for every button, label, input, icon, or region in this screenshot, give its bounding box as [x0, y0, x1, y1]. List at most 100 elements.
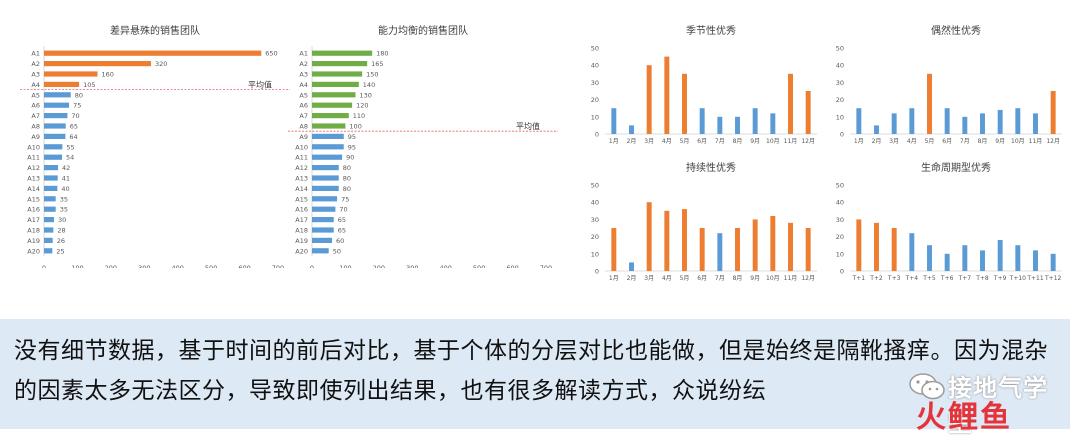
- watermark-wechat-text: 接地气学堂: [948, 374, 1048, 437]
- data-label: 130: [359, 91, 371, 99]
- chart-title: 差异悬殊的销售团队: [110, 24, 200, 37]
- data-label: 75: [341, 195, 349, 203]
- data-label: 160: [101, 71, 113, 79]
- x-tick-label: T+2: [869, 275, 883, 282]
- bar: [735, 116, 740, 134]
- data-label: 25: [56, 247, 64, 255]
- bar: [962, 245, 968, 271]
- bar: [611, 108, 617, 134]
- bar: [682, 73, 687, 134]
- x-tick-label: 10月: [766, 138, 780, 145]
- x-tick-label: 0: [310, 264, 314, 268]
- x-tick-label: 700: [540, 264, 552, 268]
- data-label: 90: [346, 154, 354, 162]
- x-tick-label: T+10: [1009, 275, 1027, 282]
- data-label: 75: [73, 102, 81, 110]
- x-tick-label: 2月: [872, 138, 882, 145]
- bar: [1015, 108, 1021, 134]
- bar: [312, 165, 339, 171]
- bar: [944, 253, 950, 271]
- x-tick-label: T+4: [905, 275, 919, 282]
- wechat-icon: [909, 373, 945, 400]
- bar: [312, 71, 363, 77]
- bar: [997, 240, 1003, 271]
- x-tick-label: 500: [205, 264, 217, 268]
- category-label: A3: [299, 71, 308, 79]
- y-tick-label: 20: [591, 96, 599, 104]
- chart-sales-team-gap: 差异悬殊的销售团队 A1 650 A2 320 A3 160 A4 105 A5 80 A6 75 A7 7…: [20, 18, 290, 268]
- category-label: A18: [295, 227, 308, 235]
- chart-title: 生命周期型优秀: [921, 161, 991, 174]
- category-label: A16: [295, 206, 308, 214]
- watermark: 接地气学堂 火鲤鱼: [908, 362, 1068, 437]
- bar: [1015, 245, 1021, 271]
- y-tick-label: 0: [595, 131, 599, 139]
- data-label: 150: [366, 71, 378, 79]
- x-tick-label: 9月: [750, 275, 760, 282]
- x-tick-label: 0: [42, 264, 46, 268]
- bar: [856, 108, 862, 134]
- chart-title: 能力均衡的销售团队: [378, 24, 468, 37]
- bar: [312, 175, 339, 181]
- category-label: A11: [295, 154, 308, 162]
- data-label: 30: [58, 216, 66, 224]
- x-tick-label: 12月: [801, 275, 815, 282]
- bar: [44, 175, 58, 181]
- bar: [312, 102, 353, 108]
- category-label: A10: [27, 143, 40, 151]
- bar: [44, 227, 54, 233]
- x-tick-label: 3月: [889, 138, 899, 145]
- x-tick-label: T+8: [975, 275, 989, 282]
- y-tick-label: 40: [591, 62, 599, 70]
- data-label: 55: [66, 143, 74, 151]
- category-label: A13: [295, 175, 308, 183]
- category-label: A15: [27, 195, 40, 203]
- data-label: 95: [348, 143, 356, 151]
- bar: [312, 50, 373, 56]
- bar: [752, 108, 758, 134]
- x-tick-label: 700: [272, 264, 284, 268]
- bar: [909, 108, 915, 134]
- category-label: A9: [31, 133, 40, 141]
- chart-sales-team-balanced: 能力均衡的销售团队 A1 180 A2 165 A3 150 A4 140 A5 130 A6 120 A…: [288, 18, 558, 268]
- bar: [805, 228, 811, 271]
- y-tick-label: 0: [840, 268, 844, 276]
- bar: [717, 116, 723, 134]
- bar: [646, 65, 652, 134]
- bar: [752, 219, 758, 271]
- x-tick-label: 1月: [609, 138, 619, 145]
- category-label: A7: [31, 112, 40, 120]
- chart-title: 持续性优秀: [686, 161, 736, 174]
- bar: [980, 113, 985, 134]
- x-tick-label: 200: [373, 264, 385, 268]
- y-tick-label: 0: [595, 268, 599, 276]
- bar: [44, 217, 55, 223]
- y-tick-label: 20: [836, 96, 844, 104]
- x-tick-label: 11月: [1029, 138, 1043, 145]
- category-label: A4: [31, 81, 40, 89]
- chart-title: 偶然性优秀: [931, 24, 981, 37]
- bar: [909, 233, 915, 271]
- y-tick-label: 30: [836, 79, 844, 87]
- x-tick-label: 8月: [733, 275, 743, 282]
- bar: [874, 125, 879, 134]
- average-label: 平均值: [248, 80, 272, 90]
- x-tick-label: 4月: [662, 275, 672, 282]
- caption-box: 没有细节数据，基于时间的前后对比，基于个体的分层对比也能做，但是始终是隔靴搔痒。…: [0, 319, 1070, 429]
- data-label: 140: [363, 81, 375, 89]
- bar: [44, 61, 151, 67]
- bar: [944, 108, 950, 134]
- x-tick-label: 6月: [942, 138, 952, 145]
- bar: [312, 227, 334, 233]
- x-tick-label: 3月: [644, 138, 654, 145]
- bar: [856, 219, 862, 271]
- x-tick-label: 7月: [715, 138, 725, 145]
- bar: [312, 81, 359, 87]
- bar: [44, 196, 56, 202]
- x-tick-label: 11月: [784, 138, 798, 145]
- data-label: 165: [371, 60, 383, 68]
- data-label: 35: [60, 195, 68, 203]
- y-tick-label: 50: [591, 45, 599, 53]
- y-tick-label: 0: [840, 131, 844, 139]
- bar: [44, 71, 98, 77]
